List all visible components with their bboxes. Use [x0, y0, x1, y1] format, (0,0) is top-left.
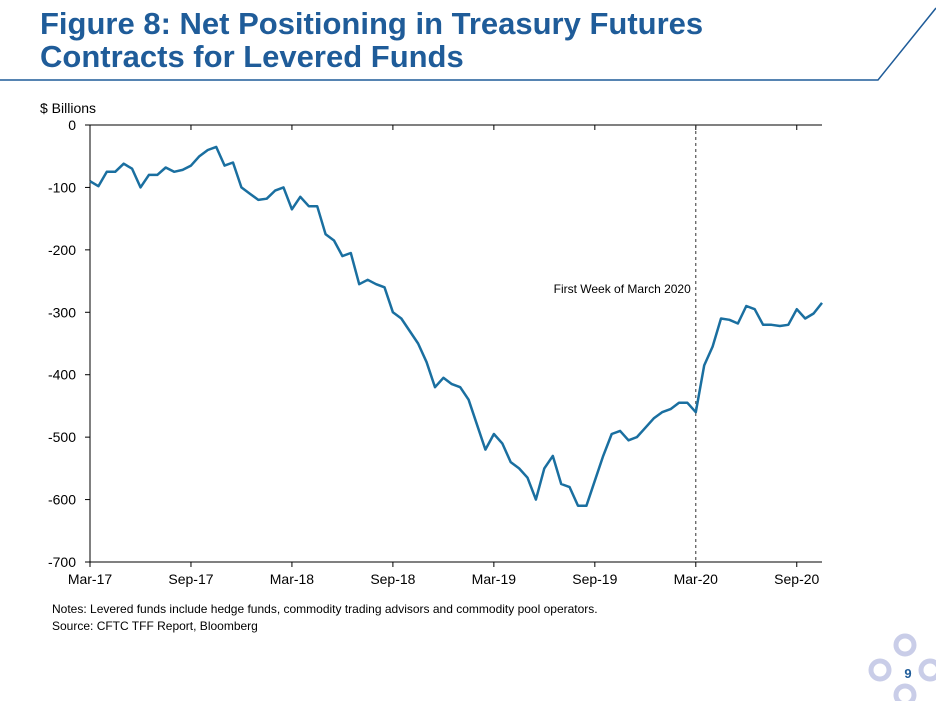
x-tick-label: Sep-20 — [774, 571, 819, 587]
notes: Notes: Levered funds include hedge funds… — [52, 602, 598, 616]
y-axis-label: $ Billions — [40, 100, 96, 116]
data-line — [89, 145, 823, 508]
x-tick-label: Sep-17 — [168, 571, 213, 587]
x-tick-label: Mar-17 — [68, 571, 113, 587]
y-tick-label: -500 — [48, 429, 76, 445]
plot: -700 -600 -500 -400 -300 -200 -100 0 Mar-17 Sep-1… — [48, 117, 823, 587]
y-tick-label: -200 — [48, 242, 76, 258]
y-tick-label: -700 — [48, 554, 76, 570]
y-tick-label: -400 — [48, 367, 76, 383]
y-tick-label: -100 — [48, 179, 76, 195]
header-rule — [0, 7, 936, 81]
y-tick-label: -600 — [48, 492, 76, 508]
logo — [868, 633, 936, 706]
x-tick-label: Mar-18 — [270, 571, 315, 587]
annotation: First Week of March 2020 — [554, 282, 691, 296]
x-tick-label: Mar-20 — [674, 571, 719, 587]
x-tick-label: Sep-19 — [572, 571, 617, 587]
x-tick-label: Sep-18 — [370, 571, 415, 587]
y-tick-label: -300 — [48, 304, 76, 320]
y-tick-label: 0 — [68, 117, 76, 133]
x-tick-label: Mar-19 — [472, 571, 517, 587]
title-line: Contracts for Levered Funds — [40, 39, 464, 74]
title-line: Figure 8: Net Positioning in Treasury Fu… — [40, 6, 703, 41]
page-number: 9 — [904, 666, 911, 681]
source: Source: CFTC TFF Report, Bloomberg — [52, 619, 258, 633]
